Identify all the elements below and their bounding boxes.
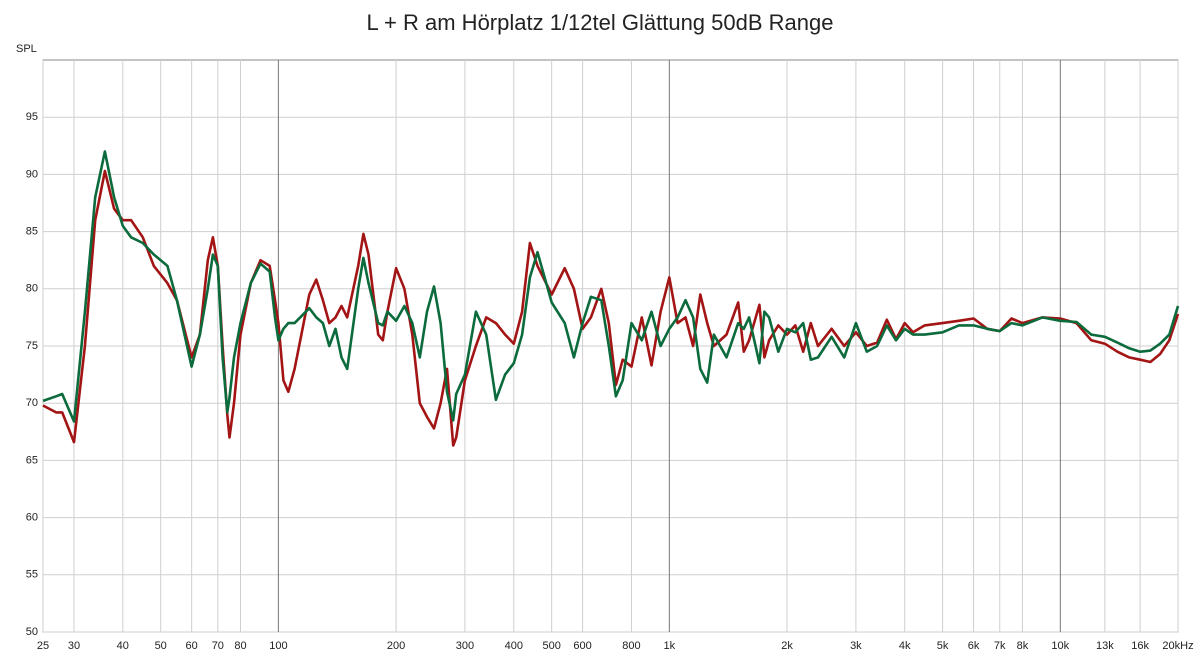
y-tick-label: 90 [26, 168, 38, 180]
x-tick-label: 16k [1131, 640, 1149, 652]
y-tick-label: 85 [26, 226, 38, 238]
x-tick-label: 13k [1096, 640, 1114, 652]
series-line [42, 150, 1180, 423]
x-tick-label: 50 [155, 640, 167, 652]
x-tick-label: 500 [542, 640, 560, 652]
y-tick-label: 55 [26, 569, 38, 581]
y-tick-label: 75 [26, 340, 38, 352]
x-tick-label: 600 [573, 640, 591, 652]
x-tick-label: 300 [456, 640, 474, 652]
x-tick-label: 25 [37, 640, 49, 652]
x-tick-label: 40 [117, 640, 129, 652]
x-tick-label: 60 [186, 640, 198, 652]
x-tick-label: 20kHz [1162, 640, 1193, 652]
x-tick-label: 10k [1051, 640, 1069, 652]
x-tick-label: 400 [505, 640, 523, 652]
x-tick-label: 7k [994, 640, 1006, 652]
x-tick-label: 6k [968, 640, 980, 652]
y-tick-label: 95 [26, 111, 38, 123]
y-axis-label: SPL [16, 43, 37, 55]
y-tick-label: 65 [26, 454, 38, 466]
y-tick-label: 50 [26, 626, 38, 638]
x-tick-label: 70 [212, 640, 224, 652]
x-tick-label: 100 [269, 640, 287, 652]
x-tick-label: 200 [387, 640, 405, 652]
x-tick-label: 5k [937, 640, 949, 652]
x-tick-label: 1k [664, 640, 676, 652]
x-tick-label: 3k [850, 640, 862, 652]
x-tick-label: 4k [899, 640, 911, 652]
x-tick-label: 2k [781, 640, 793, 652]
chart-title: L + R am Hörplatz 1/12tel Glättung 50dB … [367, 10, 834, 35]
x-tick-label: 800 [622, 640, 640, 652]
series-line [42, 169, 1180, 447]
y-tick-label: 60 [26, 512, 38, 524]
x-tick-label: 80 [234, 640, 246, 652]
x-tick-label: 30 [68, 640, 80, 652]
y-tick-label: 80 [26, 283, 38, 295]
x-tick-label: 8k [1017, 640, 1029, 652]
y-tick-label: 70 [26, 397, 38, 409]
